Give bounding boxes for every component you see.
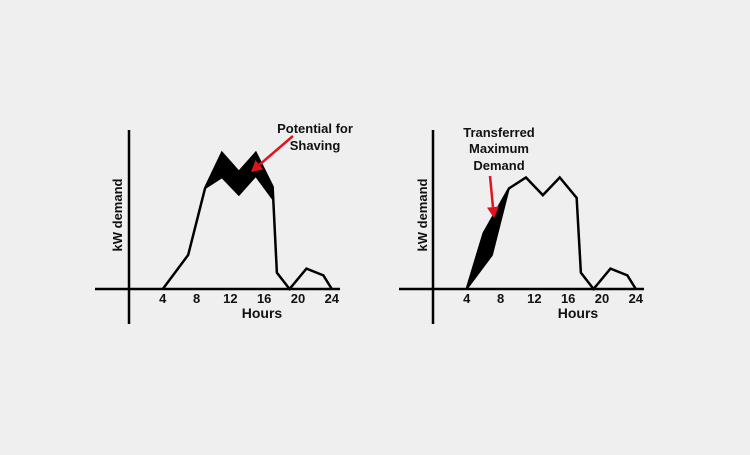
annotation-arrow-head xyxy=(486,206,499,218)
annotation-line-3: Demand xyxy=(473,158,524,173)
x-tick-label: 8 xyxy=(193,291,200,306)
x-tick-label: 4 xyxy=(463,291,471,306)
annotation-arrow-head xyxy=(251,160,264,172)
x-axis-label: Hours xyxy=(242,305,283,321)
chart-transferred-maximum-demand: kW demand Hours Transferred Maximum Dema… xyxy=(399,125,644,324)
annotation-line-2: Maximum xyxy=(469,141,529,156)
x-tick-label: 4 xyxy=(159,291,167,306)
shaded-region xyxy=(204,152,274,200)
annotation-arrow-shaft xyxy=(258,135,294,166)
y-axis-label: kW demand xyxy=(110,178,125,251)
x-axis-label: Hours xyxy=(558,305,599,321)
demand-curve xyxy=(465,175,637,291)
x-tick-label: 12 xyxy=(527,291,541,306)
x-tick-label: 16 xyxy=(257,291,271,306)
annotation-arrow-shaft xyxy=(488,175,495,208)
y-axis-label: kW demand xyxy=(415,178,430,251)
chart-potential-for-shaving: kW demand Hours Potential for Shaving 4 8… xyxy=(95,121,353,324)
annotation-line-1: Transferred xyxy=(463,125,535,140)
x-tick-label: 8 xyxy=(497,291,504,306)
x-tick-label: 16 xyxy=(561,291,575,306)
annotation-line-2: Shaving xyxy=(290,138,341,153)
x-tick-label: 24 xyxy=(629,291,644,306)
x-tick-label: 24 xyxy=(325,291,340,306)
demand-curve xyxy=(161,150,333,291)
x-tick-label: 12 xyxy=(223,291,237,306)
annotation-line-1: Potential for xyxy=(277,121,353,136)
x-tick-label: 20 xyxy=(595,291,609,306)
x-tick-label: 20 xyxy=(291,291,305,306)
shaded-region xyxy=(466,187,510,290)
